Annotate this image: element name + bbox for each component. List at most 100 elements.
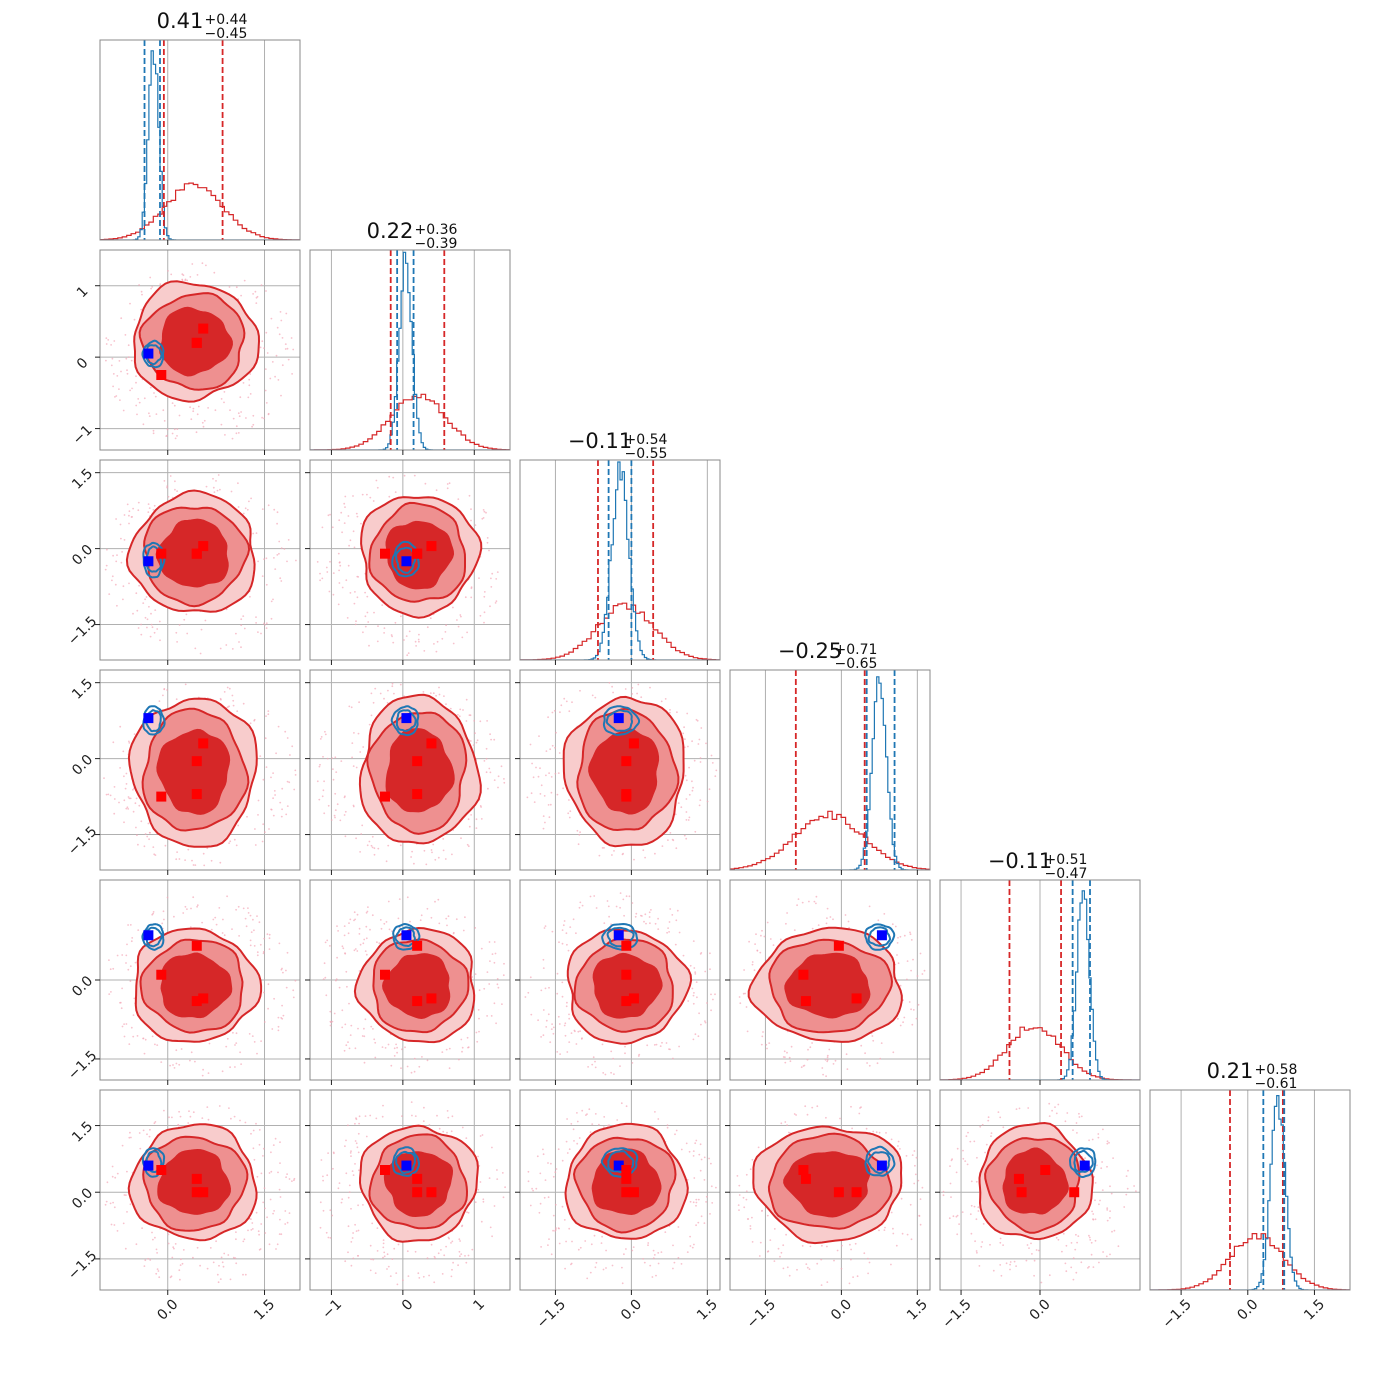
sample-point — [949, 1165, 951, 1167]
sample-point — [1013, 1260, 1016, 1263]
sample-point — [231, 437, 234, 440]
sample-point — [579, 689, 581, 692]
sample-point — [665, 1042, 668, 1044]
sample-point — [293, 788, 296, 791]
sample-point — [353, 546, 356, 549]
sample-point — [433, 643, 435, 645]
sample-point — [1076, 1132, 1078, 1134]
sample-point — [382, 1242, 385, 1245]
sample-point — [358, 1115, 361, 1118]
sample-point — [834, 1059, 837, 1062]
sample-point — [692, 1201, 695, 1204]
sample-point — [914, 1173, 917, 1176]
sample-point — [860, 1106, 862, 1109]
sample-point — [171, 1116, 173, 1119]
sample-point — [589, 895, 592, 898]
sample-point — [565, 700, 568, 703]
sample-point — [153, 631, 156, 634]
sample-point — [382, 1246, 385, 1249]
sample-point — [685, 819, 688, 821]
sample-point — [255, 616, 257, 618]
sample-point — [451, 1115, 454, 1118]
sample-point — [420, 914, 423, 917]
sample-point — [379, 919, 382, 921]
truth-marker-red — [380, 548, 390, 559]
sample-point — [155, 1272, 158, 1275]
sample-point — [382, 1104, 384, 1107]
sample-point — [565, 932, 568, 935]
sample-point — [114, 1176, 117, 1179]
sample-point — [126, 369, 128, 372]
sample-point — [652, 1257, 655, 1260]
sample-point — [267, 713, 270, 716]
sample-point — [105, 343, 108, 345]
sample-point — [1076, 1241, 1078, 1244]
sample-point — [169, 1276, 172, 1279]
sample-point — [152, 912, 155, 915]
sample-point — [809, 1245, 812, 1248]
sample-point — [911, 1154, 914, 1156]
sample-point — [806, 1113, 809, 1116]
sample-point — [591, 694, 594, 697]
sample-point — [430, 849, 433, 851]
sample-point — [235, 1042, 238, 1044]
sample-point — [109, 968, 112, 971]
sample-point — [562, 924, 565, 927]
sample-point — [413, 1057, 416, 1060]
sample-point — [381, 604, 384, 606]
sample-point — [642, 849, 645, 852]
sample-point — [969, 1213, 972, 1216]
sample-point — [552, 1229, 554, 1232]
truth-marker-red — [621, 1187, 632, 1198]
sample-point — [288, 1212, 291, 1214]
sample-point — [150, 623, 153, 626]
sample-point — [159, 639, 161, 642]
sample-point — [341, 945, 344, 948]
sample-point — [383, 627, 386, 629]
sample-point — [377, 847, 380, 850]
sample-point — [387, 689, 389, 692]
sample-point — [238, 641, 240, 643]
sample-point — [125, 954, 128, 957]
sample-point — [280, 394, 282, 397]
sample-point — [286, 1221, 289, 1224]
sample-point — [203, 864, 206, 867]
sample-point — [219, 647, 222, 650]
sample-point — [577, 1030, 580, 1033]
sample-point — [173, 428, 176, 431]
sample-point — [666, 931, 668, 934]
sample-point — [955, 1171, 958, 1174]
sample-point — [261, 575, 264, 577]
panel-frame — [99, 669, 301, 871]
sample-point — [841, 1244, 843, 1247]
truth-marker-blue — [401, 930, 412, 941]
sample-point — [360, 833, 363, 835]
contour-blue-outer — [864, 923, 896, 951]
sample-point — [477, 1188, 480, 1191]
sample-point — [883, 1229, 886, 1231]
sample-point — [709, 952, 711, 955]
sample-point — [1035, 1249, 1038, 1251]
sample-point — [542, 827, 545, 830]
sample-point — [421, 1056, 423, 1058]
sample-point — [566, 1001, 568, 1004]
sample-point — [145, 596, 148, 598]
sample-point — [485, 757, 488, 760]
sample-point — [388, 495, 391, 498]
panel-4-0: −1.50.0 — [65, 879, 301, 1085]
sample-point — [906, 960, 909, 962]
sample-point — [243, 627, 246, 630]
sample-point — [566, 1118, 568, 1120]
sample-point — [483, 591, 486, 593]
sample-point — [562, 787, 564, 790]
sample-point — [226, 686, 229, 689]
sample-point — [669, 711, 671, 714]
sample-point — [146, 618, 149, 621]
truth-marker-red — [156, 370, 167, 380]
sample-point — [695, 1198, 698, 1201]
sample-point — [675, 847, 678, 850]
sample-point — [123, 1035, 126, 1038]
sample-point — [476, 1040, 479, 1043]
panel-1-1: 0.22 +0.36−0.39 — [309, 219, 511, 455]
sample-point — [122, 1222, 125, 1225]
